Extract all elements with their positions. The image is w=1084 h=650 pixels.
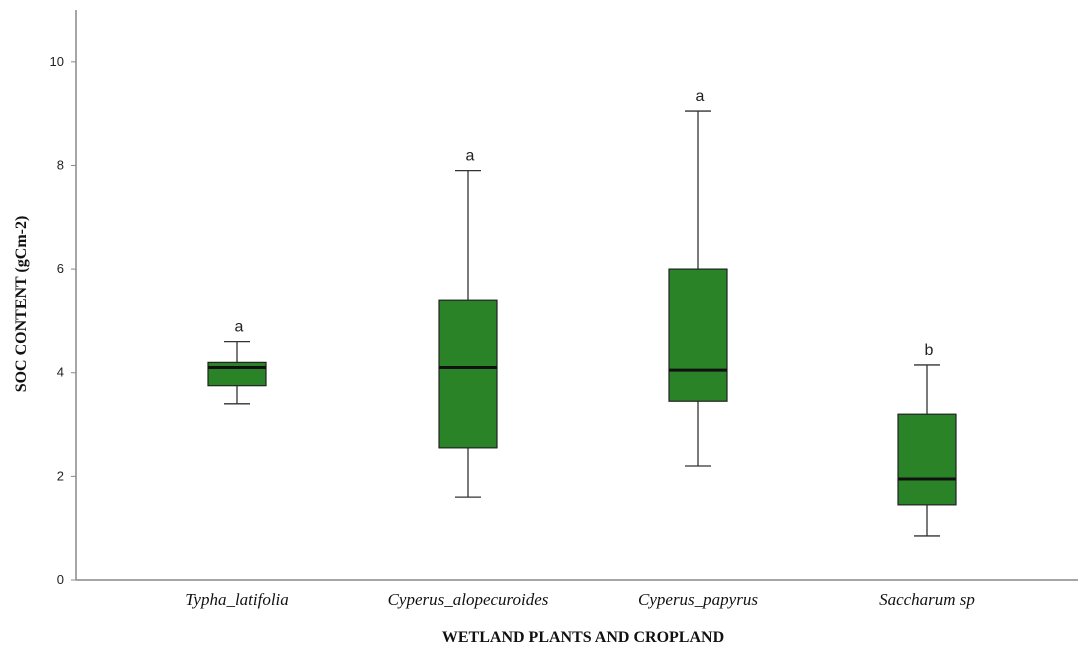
iqr-box — [668, 268, 728, 402]
significance-label: a — [696, 88, 705, 105]
box-group: b — [897, 342, 957, 537]
category-label: Typha_latifolia — [185, 590, 289, 609]
y-tick-label: 2 — [57, 468, 64, 483]
iqr-box — [207, 361, 267, 387]
box-group: a — [438, 148, 498, 498]
x-axis-title: WETLAND PLANTS AND CROPLAND — [442, 629, 724, 646]
y-axis-title: SOC CONTENT (gCm-2) — [13, 216, 30, 393]
y-tick-label: 4 — [57, 365, 64, 380]
boxes: a a a b — [207, 88, 957, 537]
y-tick-label: 6 — [57, 261, 64, 276]
y-axis: 0 2 4 6 8 10 — [50, 10, 77, 587]
box-group: a — [207, 319, 267, 405]
significance-label: b — [925, 342, 934, 359]
category-label: Cyperus_alopecuroides — [388, 590, 549, 609]
category-label: Cyperus_papyrus — [638, 590, 758, 609]
iqr-box — [897, 413, 957, 506]
box-group: a — [668, 88, 728, 467]
y-tick-label: 8 — [57, 157, 64, 172]
significance-label: a — [235, 319, 244, 336]
category-label: Saccharum sp — [879, 590, 975, 609]
x-axis: Typha_latifolia Cyperus_alopecuroides Cype… — [76, 579, 1078, 609]
y-tick-label: 10 — [50, 54, 64, 69]
y-tick-label: 0 — [57, 572, 64, 587]
significance-label: a — [466, 148, 475, 165]
iqr-box — [438, 299, 498, 449]
